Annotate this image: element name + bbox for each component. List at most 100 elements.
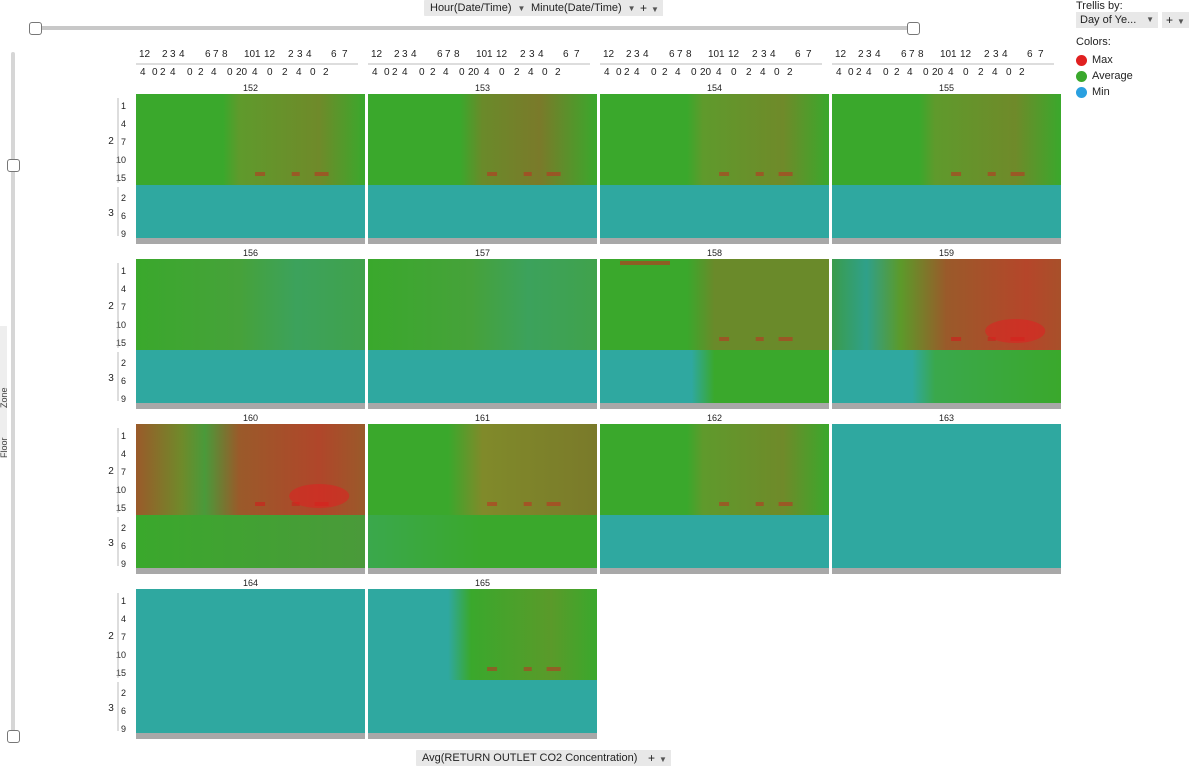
x-minute-label: 0 (419, 67, 425, 78)
x-hour-label: 12 (603, 49, 615, 60)
x-hour-label: 6 (563, 49, 569, 60)
color-axis-selector[interactable]: Avg(RETURN OUTLET CO2 Concentration)▼ (416, 750, 658, 766)
x-hour-label: 2 (520, 49, 526, 60)
y-floor-label: 3 (108, 703, 114, 714)
x-minute-label: 0 (459, 67, 465, 78)
x-minute-label: 4 (907, 67, 913, 78)
heat-block-floor-3 (832, 515, 1061, 568)
add-x-axis-button[interactable]: + ▼ (636, 0, 663, 16)
y-zone-label: 9 (121, 724, 126, 734)
y-zone-label: 4 (121, 284, 126, 294)
heat-hotspot (951, 337, 962, 341)
panel-title: 153 (475, 83, 490, 93)
x-minute-label: 0 (963, 67, 969, 78)
panel-title-bg (368, 247, 597, 259)
x-axis-minute-selector[interactable]: Minute(Date/Time) ▼ (525, 0, 642, 16)
panel-title-bg (832, 82, 1061, 94)
heat-block-floor-2 (136, 589, 365, 680)
y-zone-label: 2 (121, 523, 126, 533)
x-hour-label: 12 (371, 49, 383, 60)
x-minute-label: 4 (992, 67, 998, 78)
x-hour-label: 6 (669, 49, 675, 60)
x-hour-label: 7 (909, 49, 915, 60)
heat-hotspot (778, 172, 793, 176)
x-hour-label: 8 (222, 49, 228, 60)
y-zone-label: 4 (121, 119, 126, 129)
legend-label-max: Max (1092, 54, 1113, 66)
heat-block-floor-3 (136, 515, 365, 568)
y-zone-label: 1 (121, 596, 126, 606)
x-hour-label: 7 (445, 49, 451, 60)
y-zone-label: 15 (116, 668, 126, 678)
y-zone-label: 7 (121, 302, 126, 312)
heat-hotspot (314, 172, 329, 176)
panel-title-bg (136, 412, 365, 424)
x-hour-label: 12 (139, 49, 151, 60)
x-hour-label: 1 (719, 49, 725, 60)
x-hour-label: 2 (162, 49, 168, 60)
legend-label-average: Average (1092, 70, 1133, 82)
heat-hotspot (719, 172, 730, 176)
panel-footer-bar (136, 733, 365, 739)
x-axis-col-2: 12 2 3 4 6 7 8 10 1 12 2 3 4 6 74 0 2 4 0 2 4 0 20 4 0 2 4 0 2 (600, 49, 822, 78)
x-hour-label: 1 (951, 49, 957, 60)
panel-day-153: 153 (368, 82, 597, 244)
heat-hotspot (987, 172, 996, 176)
x-minute-label: 0 (923, 67, 929, 78)
heat-hotspot (487, 502, 498, 506)
y-zone-label: 6 (121, 706, 126, 716)
panel-title: 152 (243, 83, 258, 93)
x-range-slider-track[interactable] (35, 26, 913, 30)
x-hour-label: 2 (858, 49, 864, 60)
y-range-slider-track[interactable] (11, 52, 15, 738)
chevron-down-icon: ▼ (627, 4, 636, 13)
x-minute-label: 4 (296, 67, 302, 78)
legend-item-max: Max (1076, 54, 1113, 66)
x-axis-hour-selector[interactable]: Hour(Date/Time) ▼ (424, 0, 532, 16)
x-minute-label: 0 (384, 67, 390, 78)
heat-block-floor-3 (368, 680, 597, 733)
x-hour-label: 1 (255, 49, 261, 60)
heat-block-floor-3 (600, 515, 829, 568)
heat-hotspot (755, 337, 764, 341)
chevron-down-icon: ▼ (1177, 17, 1185, 26)
add-color-axis-button[interactable]: + ▼ (644, 750, 671, 766)
y-zone-label: 6 (121, 541, 126, 551)
y-axis-selector-tab[interactable] (0, 326, 7, 456)
x-minute-label: 4 (866, 67, 872, 78)
chevron-down-icon: ▼ (651, 5, 659, 14)
y-zone-label: 10 (116, 650, 126, 660)
add-trellis-button[interactable]: + ▼ (1162, 12, 1189, 28)
x-minute-label: 0 (691, 67, 697, 78)
y-range-slider-top-handle[interactable] (7, 159, 20, 172)
trellis-selector[interactable]: Day of Ye... ▼ (1076, 12, 1158, 28)
heat-hotspot (755, 502, 764, 506)
x-minute-label: 0 (848, 67, 854, 78)
y-zone-label: 10 (116, 485, 126, 495)
x-hour-label: 4 (770, 49, 776, 60)
x-minute-label: 0 (227, 67, 233, 78)
x-hour-label: 2 (626, 49, 632, 60)
panel-footer-bar (832, 403, 1061, 409)
y-range-slider-bottom-handle[interactable] (7, 730, 20, 743)
x-minute-label: 2 (662, 67, 668, 78)
x-minute-label: 4 (211, 67, 217, 78)
x-hour-label: 7 (574, 49, 580, 60)
x-hour-label: 7 (806, 49, 812, 60)
x-minute-label: 4 (443, 67, 449, 78)
x-minute-label: 0 (651, 67, 657, 78)
x-minute-label: 0 (542, 67, 548, 78)
x-hour-label: 12 (264, 49, 276, 60)
x-range-slider-left-handle[interactable] (29, 22, 42, 35)
panel-title-bg (832, 412, 1061, 424)
panel-title: 159 (939, 248, 954, 258)
color-axis-label: Avg(RETURN OUTLET CO2 Concentration) (422, 752, 638, 764)
heat-block-floor-3 (832, 185, 1061, 238)
x-minute-label: 2 (978, 67, 984, 78)
x-hour-label: 2 (394, 49, 400, 60)
x-range-slider-right-handle[interactable] (907, 22, 920, 35)
panel-title: 155 (939, 83, 954, 93)
x-hour-label: 12 (960, 49, 972, 60)
